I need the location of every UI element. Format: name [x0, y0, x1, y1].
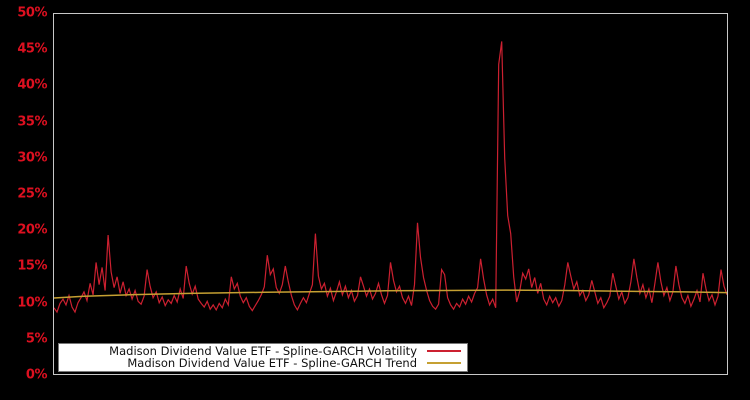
y-tick-label: 15% — [17, 258, 47, 274]
legend-item-volatility: Madison Dividend Value ETF - Spline-GARC… — [63, 345, 461, 357]
legend-item-trend: Madison Dividend Value ETF - Spline-GARC… — [63, 357, 461, 369]
chart-legend: Madison Dividend Value ETF - Spline-GARC… — [58, 343, 468, 372]
volatility-series-line — [54, 41, 727, 314]
y-tick-label: 20% — [17, 222, 47, 238]
y-tick-label: 45% — [17, 41, 47, 57]
chart-canvas — [54, 41, 727, 314]
trend-series-line — [54, 289, 727, 299]
y-tick-label: 40% — [17, 77, 47, 93]
y-tick-label: 50% — [17, 5, 47, 21]
legend-label-volatility: Madison Dividend Value ETF - Spline-GARC… — [109, 344, 417, 358]
legend-line-sample-trend — [427, 362, 461, 364]
y-tick-label: 35% — [17, 114, 47, 130]
plot-area — [53, 13, 728, 375]
y-tick-label: 0% — [25, 367, 48, 383]
y-axis: 0% 5% 10% 15% 20% 25% 30% 35% 40% 45% 50% — [0, 0, 49, 400]
legend-label-trend: Madison Dividend Value ETF - Spline-GARC… — [127, 356, 417, 370]
y-tick-label: 25% — [17, 186, 47, 202]
y-tick-label: 5% — [25, 331, 48, 347]
legend-line-sample-volatility — [427, 350, 461, 352]
y-tick-label: 10% — [17, 295, 47, 311]
y-tick-label: 30% — [17, 150, 47, 166]
